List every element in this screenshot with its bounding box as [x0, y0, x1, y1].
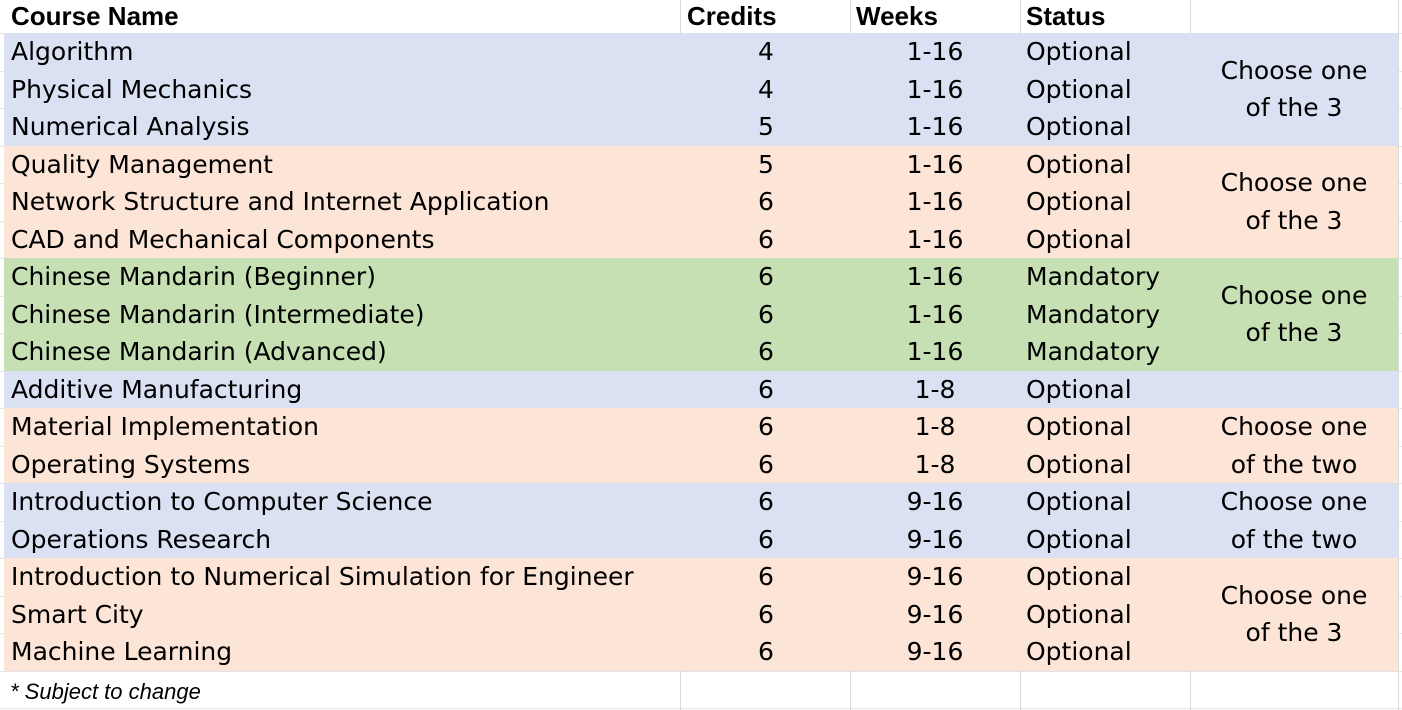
- weeks-cell: 1-16: [906, 224, 964, 254]
- weeks-cell: 9-16: [906, 637, 964, 666]
- credits-cell: 4: [758, 37, 774, 66]
- selection-note: of the 3: [1245, 205, 1343, 235]
- credits-cell: 5: [758, 112, 774, 141]
- weeks-cell: 1-16: [906, 299, 964, 329]
- column-gridline: [1398, 0, 1399, 710]
- course-name-cell: Quality Management: [11, 149, 273, 179]
- weeks-cell: 9-16: [906, 524, 964, 554]
- credits-cell: 6: [758, 599, 774, 629]
- weeks-cell: 1-16: [906, 262, 964, 291]
- row-group: [4, 145, 1398, 258]
- status-cell: Optional: [1026, 599, 1132, 629]
- status-cell: Optional: [1026, 149, 1132, 179]
- status-cell: Optional: [1026, 487, 1132, 516]
- course-name-cell: Chinese Mandarin (Beginner): [11, 262, 376, 291]
- credits-cell: 6: [758, 637, 774, 666]
- weeks-cell: 1-16: [906, 74, 964, 104]
- course-name-cell: Operating Systems: [11, 449, 251, 479]
- selection-note: of the two: [1230, 524, 1358, 554]
- selection-note: of the two: [1230, 449, 1358, 479]
- row-group: [4, 258, 1398, 371]
- footnote: * Subject to change: [10, 679, 201, 704]
- status-cell: Mandatory: [1026, 299, 1161, 329]
- credits-cell: 6: [758, 487, 774, 516]
- status-cell: Optional: [1026, 74, 1132, 104]
- selection-note: Choose one: [1220, 412, 1368, 441]
- course-name-cell: Chinese Mandarin (Advanced): [11, 337, 387, 366]
- weeks-cell: 1-8: [914, 412, 956, 441]
- credits-cell: 6: [758, 412, 774, 441]
- credits-cell: 6: [758, 337, 774, 366]
- course-name-cell: Physical Mechanics: [11, 74, 253, 104]
- course-name-cell: Operations Research: [11, 524, 272, 554]
- row-group: [4, 408, 1398, 483]
- credits-cell: 6: [758, 224, 774, 254]
- course-name-cell: Machine Learning: [11, 637, 233, 666]
- row-gridline: [0, 708, 1402, 709]
- row-group: [4, 370, 1398, 408]
- header-course-name: Course Name: [11, 1, 179, 31]
- course-name-cell: Network Structure and Internet Applicati…: [11, 187, 550, 216]
- header-weeks: Weeks: [856, 1, 938, 31]
- weeks-cell: 1-8: [914, 449, 956, 479]
- weeks-cell: 1-16: [906, 37, 964, 66]
- selection-note: Choose one: [1220, 487, 1368, 516]
- row-group: [4, 33, 1398, 146]
- status-cell: Optional: [1026, 449, 1132, 479]
- credits-cell: 6: [758, 299, 774, 329]
- course-name-cell: Material Implementation: [11, 412, 320, 441]
- weeks-cell: 9-16: [906, 599, 964, 629]
- course-name-cell: Smart City: [11, 599, 144, 629]
- status-cell: Optional: [1026, 112, 1132, 141]
- weeks-cell: 9-16: [906, 562, 964, 591]
- course-name-cell: CAD and Mechanical Components: [11, 224, 435, 254]
- weeks-cell: 1-16: [906, 149, 964, 179]
- weeks-cell: 1-16: [906, 337, 964, 366]
- selection-note: of the 3: [1245, 618, 1343, 648]
- course-name-cell: Introduction to Numerical Simulation for…: [11, 562, 634, 591]
- status-cell: Optional: [1026, 562, 1132, 591]
- weeks-cell: 1-8: [914, 374, 956, 404]
- weeks-cell: 9-16: [906, 487, 964, 516]
- selection-note: Choose one: [1220, 280, 1368, 310]
- weeks-cell: 1-16: [906, 187, 964, 216]
- credits-cell: 6: [758, 374, 774, 404]
- selection-note: Choose one: [1220, 168, 1368, 198]
- selection-note: Choose one: [1220, 55, 1368, 85]
- credits-cell: 6: [758, 449, 774, 479]
- status-cell: Optional: [1026, 224, 1132, 254]
- course-name-cell: Introduction to Computer Science: [11, 487, 433, 516]
- status-cell: Optional: [1026, 412, 1132, 441]
- credits-cell: 4: [758, 74, 774, 104]
- row-gridline: [0, 670, 1402, 672]
- course-name-cell: Additive Manufacturing: [11, 374, 303, 404]
- status-cell: Mandatory: [1026, 262, 1161, 291]
- course-name-cell: Chinese Mandarin (Intermediate): [11, 299, 425, 329]
- course-name-cell: Algorithm: [11, 37, 134, 66]
- status-cell: Optional: [1026, 187, 1132, 216]
- credits-cell: 6: [758, 187, 774, 216]
- row-group: [4, 558, 1398, 671]
- weeks-cell: 1-16: [906, 112, 964, 141]
- credits-cell: 6: [758, 562, 774, 591]
- selection-note: Choose one: [1220, 580, 1368, 610]
- selection-note: of the 3: [1245, 93, 1343, 123]
- header-credits: Credits: [687, 1, 777, 31]
- selection-note: of the 3: [1245, 318, 1343, 348]
- credits-cell: 5: [758, 149, 774, 179]
- status-cell: Mandatory: [1026, 337, 1161, 366]
- header-status: Status: [1026, 1, 1106, 31]
- credits-cell: 6: [758, 262, 774, 291]
- course-name-cell: Numerical Analysis: [11, 112, 250, 141]
- status-cell: Optional: [1026, 37, 1132, 66]
- status-cell: Optional: [1026, 637, 1132, 666]
- status-cell: Optional: [1026, 524, 1132, 554]
- status-cell: Optional: [1026, 374, 1132, 404]
- credits-cell: 6: [758, 524, 774, 554]
- row-group: [4, 483, 1398, 558]
